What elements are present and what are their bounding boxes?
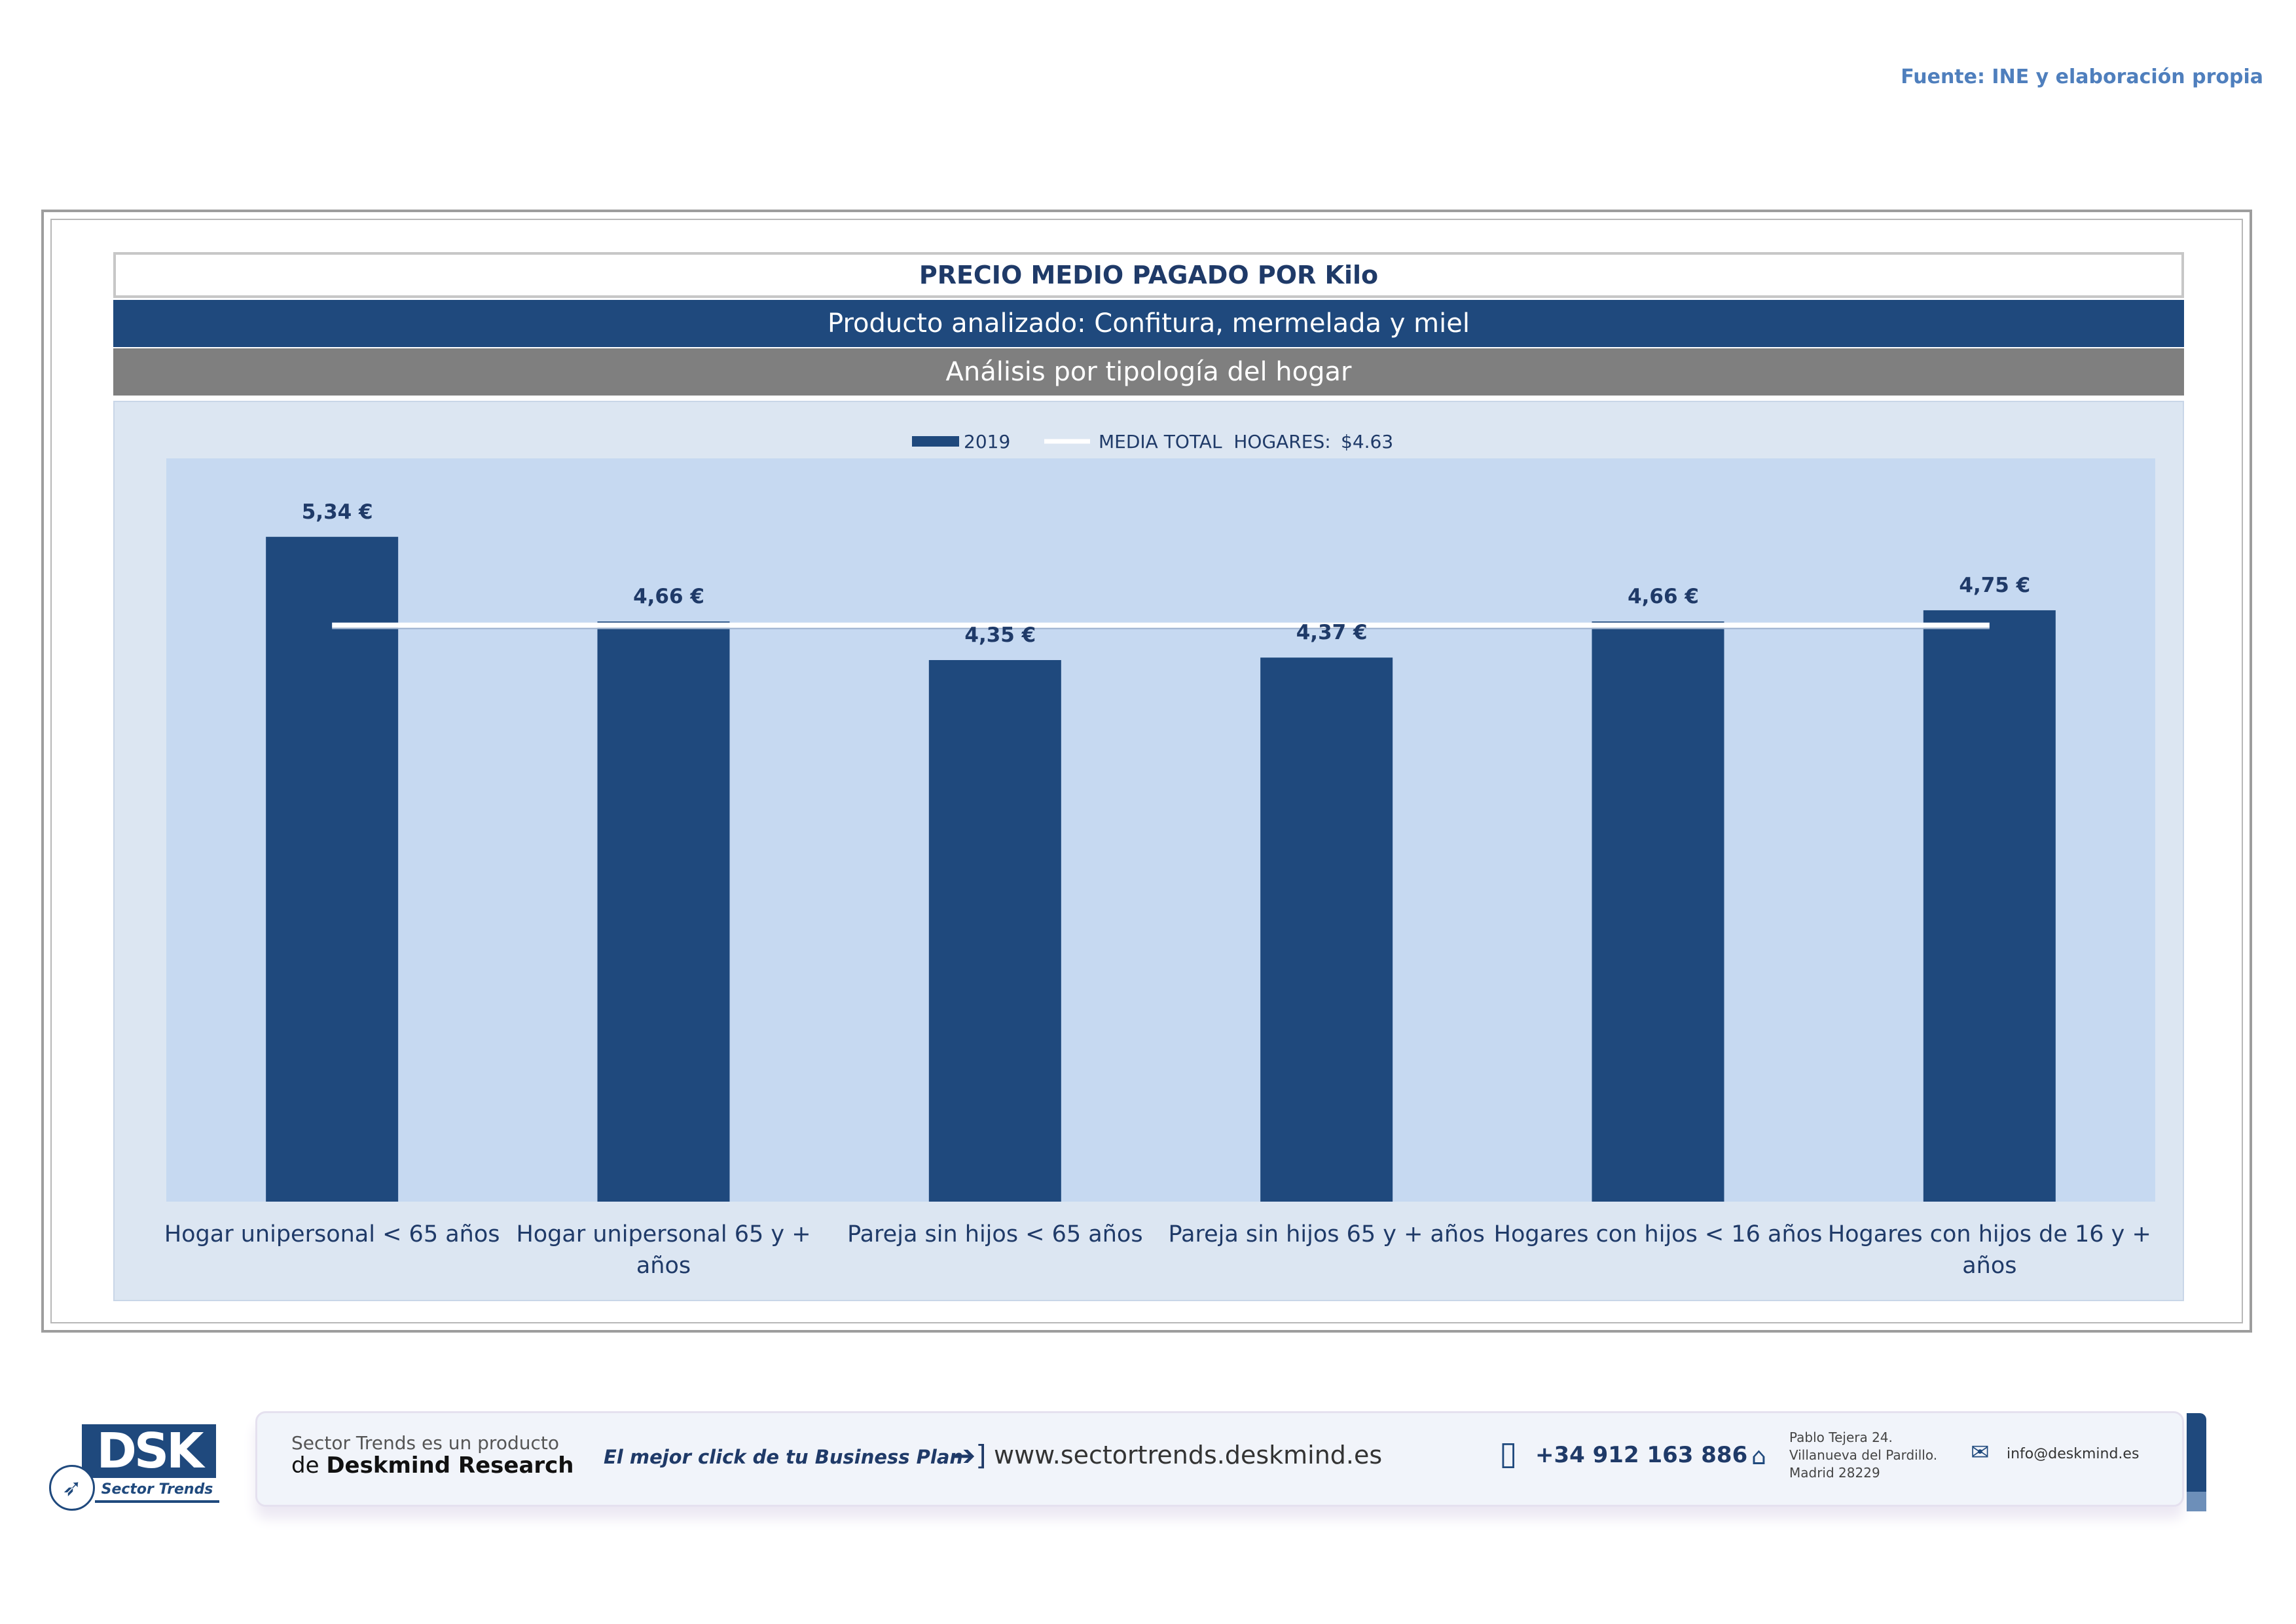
chart-area: 2019 MEDIA TOTAL HOGARES: $4.63 5,34 € 4,… — [113, 401, 2184, 1301]
footer-product-line2: de Deskmind Research — [291, 1452, 574, 1479]
category-label: Hogar unipersonal < 65 años — [164, 1221, 500, 1247]
footer-url-link[interactable]: www.sectortrends.deskmind.es — [994, 1441, 1383, 1469]
bar — [928, 659, 1061, 1202]
bar — [266, 536, 399, 1202]
footer-email[interactable]: info@deskmind.es — [2007, 1446, 2140, 1462]
chart-title: PRECIO MEDIO PAGADO POR Kilo — [113, 252, 2184, 298]
category-label: Pareja sin hijos 65 y + años — [1168, 1221, 1484, 1247]
category-label: Hogar unipersonal 65 y + — [516, 1221, 811, 1247]
category-label: Hogares con hijos < 16 años — [1494, 1221, 1823, 1247]
dsk-logo: DSK Sector Trends ➶ — [46, 1424, 223, 1522]
legend-value-line: $4.63 — [1341, 431, 1393, 452]
source-note: Fuente: INE y elaboración propia — [1901, 65, 2263, 88]
data-label: 4,75 € — [1959, 574, 2030, 597]
legend: 2019 MEDIA TOTAL HOGARES: $4.63 — [912, 431, 1393, 452]
data-label: 5,34 € — [302, 500, 373, 524]
footer-address: Pablo Tejera 24. Villanueva del Pardillo… — [1789, 1429, 1959, 1482]
phone-icon: ▯ — [1499, 1434, 1518, 1472]
footer-brand: Deskmind Research — [326, 1452, 574, 1479]
footer-product-line1: Sector Trends es un producto — [291, 1432, 559, 1454]
logo-subtitle: Sector Trends — [95, 1478, 219, 1503]
legend-label-line: MEDIA TOTAL HOGARES: — [1099, 431, 1331, 452]
bar — [597, 621, 730, 1202]
category-label: Hogares con hijos de 16 y + — [1828, 1221, 2151, 1247]
category-label: años — [1962, 1253, 2016, 1279]
data-label: 4,66 € — [1628, 585, 1699, 608]
bar-chart: 2019 MEDIA TOTAL HOGARES: $4.63 5,34 € 4,… — [164, 431, 2155, 1279]
link-arrow-icon: ➔] — [953, 1439, 987, 1471]
bar — [1260, 657, 1393, 1202]
address-line3: Madrid 28229 — [1789, 1465, 1880, 1481]
logo-wordmark: DSK — [82, 1424, 216, 1478]
data-label: 4,35 € — [964, 623, 1036, 647]
footer: DSK Sector Trends ➶ Sector Trends es un … — [0, 1395, 2296, 1565]
rocket-icon: ➶ — [49, 1465, 95, 1511]
footer-product-prefix: de — [291, 1452, 327, 1479]
bar-series — [266, 536, 2056, 1202]
address-line1: Pablo Tejera 24. — [1789, 1430, 1893, 1445]
home-icon: ⌂ — [1751, 1443, 1766, 1470]
analysis-banner: Análisis por tipología del hogar — [113, 348, 2184, 396]
footer-accent-low — [2187, 1492, 2206, 1511]
legend-label-series: 2019 — [964, 431, 1010, 452]
footer-slogan: El mejor click de tu Business Plan — [604, 1446, 964, 1468]
data-label: 4,37 € — [1296, 621, 1368, 644]
address-line2: Villanueva del Pardillo. — [1789, 1447, 1938, 1463]
category-labels: Hogar unipersonal < 65 años Hogar unipers… — [164, 1221, 2151, 1279]
data-labels: 5,34 € 4,66 € 4,35 € 4,37 € 4,66 € 4,75 € — [302, 500, 2031, 647]
product-banner: Producto analizado: Confitura, mermelada… — [113, 300, 2184, 347]
plot-area — [166, 458, 2155, 1202]
data-label: 4,66 € — [633, 585, 704, 608]
category-label: años — [636, 1253, 691, 1279]
bar — [1592, 621, 1724, 1202]
bar — [1923, 610, 2056, 1202]
mail-icon: ✉ — [1971, 1439, 1990, 1466]
chart-frame-inner — [50, 219, 2243, 1323]
chart-frame — [41, 210, 2252, 1333]
footer-phone[interactable]: +34 912 163 886 — [1535, 1442, 1748, 1468]
legend-swatch-bar — [912, 436, 959, 447]
footer-band — [255, 1411, 2184, 1507]
category-label: Pareja sin hijos < 65 años — [847, 1221, 1143, 1247]
average-line-group — [332, 622, 1990, 629]
